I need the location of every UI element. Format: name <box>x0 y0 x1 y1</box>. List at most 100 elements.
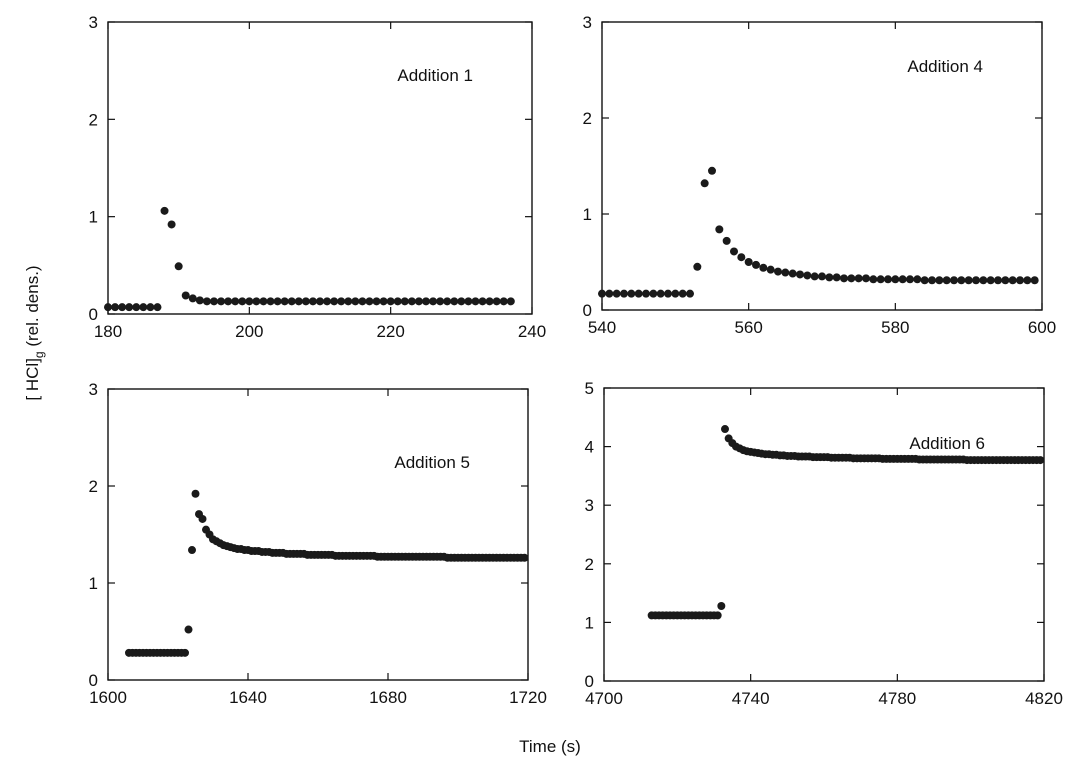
data-point <box>642 289 650 298</box>
panel-3: 1600 1640 1680 1720 0 1 2 3 Addition 5 <box>89 380 547 707</box>
data-point <box>717 601 726 610</box>
data-point <box>188 546 196 555</box>
x-tick-label: 4780 <box>878 689 916 708</box>
data-point <box>700 179 709 188</box>
data-point <box>994 276 1002 285</box>
y-tick-label: 2 <box>89 477 98 496</box>
data-point <box>337 297 346 306</box>
data-point <box>766 265 775 274</box>
y-tick-label: 3 <box>583 13 592 32</box>
data-point <box>393 297 402 306</box>
x-tick-label: 600 <box>1028 318 1056 337</box>
y-tick-label: 0 <box>585 672 594 691</box>
x-tick-label: 4740 <box>732 689 770 708</box>
data-point <box>365 297 374 306</box>
data-point <box>450 297 459 306</box>
data-point <box>964 276 973 285</box>
y-tick-label: 1 <box>585 613 594 632</box>
x-tick-label: 580 <box>881 318 909 337</box>
x-tick-label: 1640 <box>229 688 267 707</box>
data-point <box>678 289 687 298</box>
data-point <box>231 297 240 306</box>
y-tick-label: 0 <box>89 671 98 690</box>
y-tick-label: 3 <box>89 380 98 399</box>
data-point <box>492 297 501 306</box>
data-point <box>104 303 112 312</box>
data-point <box>708 166 716 175</box>
data-point <box>1001 276 1010 285</box>
x-tick-label: 1720 <box>509 688 547 707</box>
plot-frame <box>603 387 1045 682</box>
plot-frame <box>601 21 1043 311</box>
data-point <box>664 289 672 298</box>
data-point <box>598 289 606 298</box>
data-point <box>485 297 494 306</box>
x-tick-label: 540 <box>588 318 616 337</box>
data-point <box>407 297 416 306</box>
data-point <box>818 272 826 281</box>
data-point <box>273 297 282 306</box>
data-point <box>715 225 724 234</box>
panel-label: Addition 1 <box>397 66 473 85</box>
data-point <box>825 273 834 282</box>
data-point <box>478 297 487 306</box>
y-tick-label: 4 <box>585 438 594 457</box>
data-point <box>372 297 381 306</box>
y-axis-title-subscript: g <box>32 351 46 358</box>
data-point <box>620 289 628 298</box>
data-point <box>722 236 731 245</box>
plot-frame <box>107 388 529 681</box>
data-point <box>188 294 197 303</box>
data-point <box>181 648 189 657</box>
data-point <box>891 275 900 284</box>
data-point <box>184 625 193 634</box>
data-point <box>436 297 445 306</box>
data-point <box>1036 456 1045 465</box>
x-tick-label: 1600 <box>89 688 127 707</box>
data-point <box>252 297 261 306</box>
y-tick-label: 3 <box>585 496 594 515</box>
data-point <box>803 271 812 280</box>
y-tick-label: 0 <box>583 301 592 320</box>
data-point <box>287 297 296 306</box>
data-point <box>174 262 183 271</box>
panel-label: Addition 6 <box>909 434 985 453</box>
data-point <box>950 276 958 285</box>
data-point <box>457 297 466 306</box>
data-point <box>245 297 254 306</box>
data-point <box>1008 276 1017 285</box>
data-point <box>414 297 423 306</box>
data-point <box>869 275 878 284</box>
plot-frame <box>107 21 533 315</box>
data-point <box>759 263 768 272</box>
data-point <box>195 296 204 305</box>
data-point <box>730 247 738 256</box>
x-tick-label: 4700 <box>585 689 623 708</box>
data-point <box>191 489 200 498</box>
data-point <box>301 297 310 306</box>
y-tick-label: 2 <box>585 555 594 574</box>
y-tick-label: 0 <box>89 305 98 324</box>
data-point <box>400 297 409 306</box>
y-tick-label: 1 <box>583 205 592 224</box>
data-point <box>160 206 169 215</box>
data-point <box>605 289 614 298</box>
data-point <box>612 289 621 298</box>
x-tick-label: 220 <box>376 322 404 341</box>
data-point <box>464 297 473 306</box>
data-point <box>942 276 951 285</box>
data-point <box>125 303 134 312</box>
y-axis-title-rest: (rel. dens.) <box>23 265 42 351</box>
data-point <box>111 303 120 312</box>
data-point <box>913 275 922 284</box>
y-axis-title: [ HCl]g (rel. dens.) <box>23 265 46 400</box>
data-point <box>308 297 317 306</box>
data-point <box>202 297 211 306</box>
data-point <box>693 262 702 271</box>
data-point <box>884 275 892 284</box>
data-point <box>1016 276 1024 285</box>
data-point <box>898 275 907 284</box>
data-point <box>471 297 480 306</box>
